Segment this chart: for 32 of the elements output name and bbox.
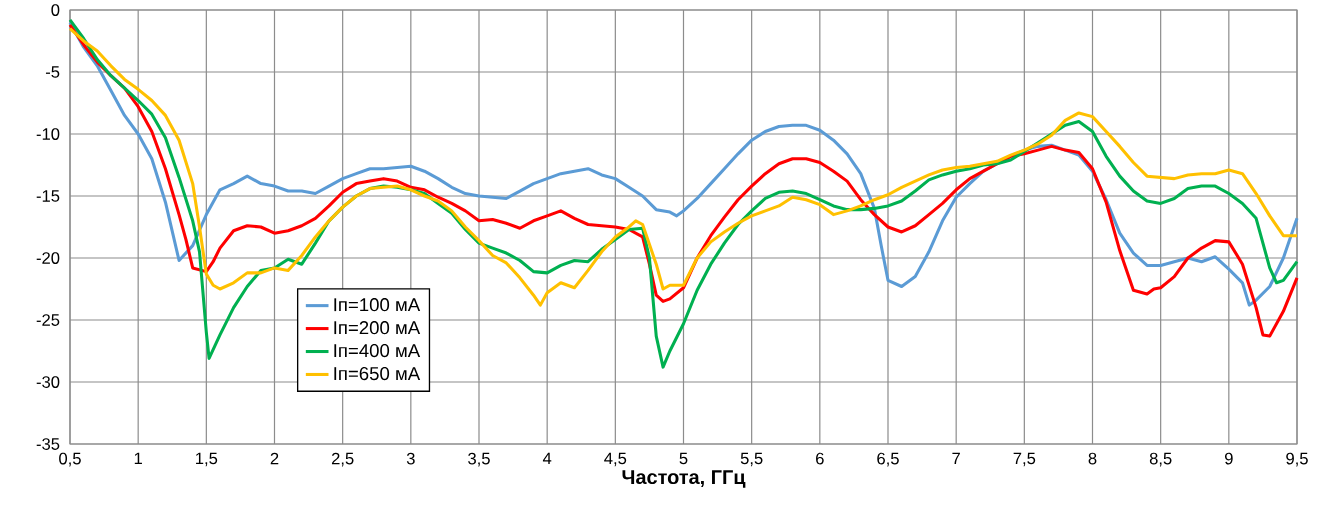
x-tick-label: 1: [134, 452, 142, 465]
legend-label: Iп=200 мА: [334, 321, 421, 335]
x-tick-label: 5,5: [740, 452, 763, 467]
x-tick-label: 0,5: [59, 452, 81, 467]
x-tick-label: 7,5: [1013, 452, 1036, 467]
legend-label: Iп=650 мА: [334, 366, 421, 381]
y-tick-label: 0: [51, 4, 60, 16]
y-tick-label: -20: [36, 252, 60, 264]
legend-label: Iп=100 мА: [334, 298, 421, 312]
legend-label: Iп=400 мА: [334, 344, 421, 358]
x-tick-label: 5: [679, 452, 688, 465]
x-tick-label: 9,5: [1286, 452, 1308, 467]
x-tick-label: 6,5: [877, 452, 899, 467]
x-tick-label: 4: [542, 452, 552, 465]
x-tick-label: 2,5: [331, 452, 354, 467]
y-tick-label: -25: [36, 314, 60, 326]
x-tick-label: 8,5: [1149, 452, 1172, 467]
x-tick-label: 1,5: [196, 452, 218, 467]
x-tick-label: 4,5: [604, 452, 627, 467]
y-tick-label: -10: [36, 128, 60, 140]
x-tick-label: 2: [270, 452, 279, 465]
y-tick-label: -30: [36, 376, 60, 388]
x-tick-label: 8: [1088, 452, 1097, 465]
x-tick-label: 9: [1224, 452, 1233, 465]
x-tick-label: 3: [406, 452, 415, 465]
y-tick-label: -35: [36, 438, 60, 450]
y-tick-label: -5: [45, 66, 60, 78]
x-axis-title: Частота, ГГц: [622, 470, 746, 488]
x-tick-label: 3,5: [468, 452, 490, 467]
y-tick-label: -15: [36, 190, 60, 202]
x-tick-label: 7: [952, 452, 960, 465]
x-tick-label: 6: [816, 452, 824, 465]
